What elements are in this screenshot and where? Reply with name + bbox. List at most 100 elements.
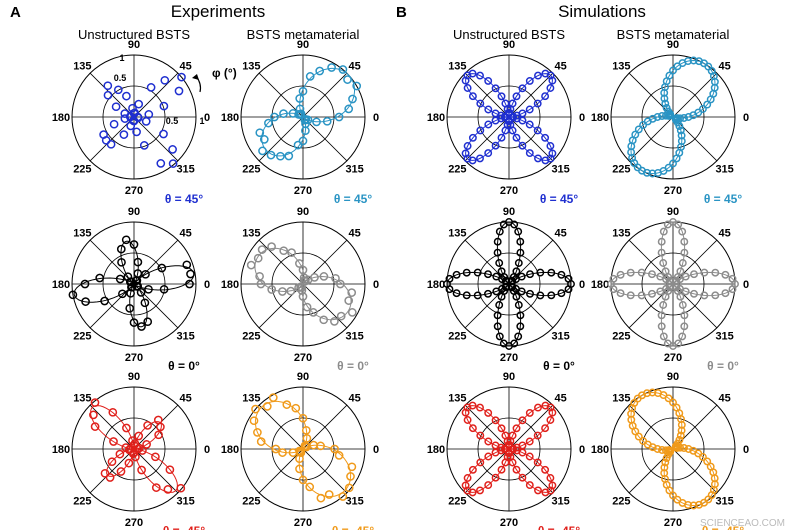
- data-point: [468, 465, 477, 474]
- data-point: [484, 452, 493, 461]
- data-point: [120, 114, 130, 123]
- data-point: [305, 72, 315, 81]
- data-point: [452, 270, 461, 279]
- data-point: [298, 265, 308, 275]
- data-point: [159, 129, 168, 139]
- data-point: [548, 149, 557, 158]
- angular-label-315: 315: [176, 331, 194, 343]
- data-point: [143, 421, 152, 430]
- data-point: [648, 388, 657, 397]
- data-point: [484, 408, 493, 417]
- angular-label-0: 0: [579, 279, 585, 291]
- angular-label-45: 45: [348, 227, 360, 239]
- data-point: [493, 237, 502, 246]
- polar-plot-a-row3-unstructured: 90 45 0 315 270 225 180 135 θ = -45°: [52, 371, 210, 530]
- angular-label-90: 90: [503, 39, 515, 51]
- data-point: [509, 445, 518, 454]
- data-point: [491, 116, 500, 125]
- angular-label-270: 270: [664, 517, 682, 529]
- fit-curve: [254, 400, 352, 498]
- angular-label-315: 315: [176, 164, 194, 176]
- data-point: [690, 270, 698, 279]
- data-point: [493, 311, 502, 320]
- data-point: [315, 66, 325, 76]
- data-point: [256, 437, 266, 446]
- data-point: [546, 474, 555, 482]
- data-point: [138, 446, 147, 455]
- data-point: [256, 279, 266, 289]
- data-point: [284, 151, 294, 161]
- data-point: [168, 159, 178, 168]
- data-point: [476, 99, 485, 108]
- data-point: [680, 322, 689, 331]
- data-point: [461, 408, 470, 417]
- angular-label-180: 180: [52, 444, 70, 456]
- data-point: [127, 282, 137, 292]
- data-point: [344, 296, 354, 305]
- angular-label-0: 0: [373, 112, 379, 124]
- data-point: [493, 322, 502, 331]
- data-point: [689, 446, 698, 455]
- angular-label-0: 0: [204, 279, 210, 291]
- angular-label-135: 135: [448, 60, 466, 72]
- angular-label-135: 135: [73, 60, 91, 72]
- data-point: [264, 118, 273, 128]
- data-point: [711, 268, 720, 277]
- angular-label-270: 270: [294, 185, 312, 197]
- data-point: [156, 159, 166, 168]
- data-point: [294, 110, 303, 119]
- data-point: [128, 103, 137, 113]
- data-point: [484, 270, 492, 279]
- data-point: [107, 457, 117, 467]
- data-point: [117, 257, 126, 267]
- data-point: [80, 279, 90, 289]
- data-point: [153, 415, 163, 425]
- data-point: [526, 289, 534, 298]
- data-point: [665, 486, 674, 495]
- data-point: [461, 76, 470, 85]
- data-point: [134, 431, 144, 441]
- data-point: [639, 121, 648, 129]
- data-point: [497, 424, 506, 433]
- angular-label-90: 90: [503, 206, 515, 218]
- data-point: [533, 126, 542, 135]
- data-point: [660, 94, 669, 103]
- data-point: [119, 130, 129, 139]
- angular-label-270: 270: [294, 352, 312, 364]
- data-point: [643, 168, 651, 177]
- angular-label-90: 90: [503, 371, 515, 383]
- data-point: [298, 292, 308, 301]
- data-point: [525, 76, 534, 85]
- data-point: [728, 274, 737, 283]
- data-point: [673, 62, 682, 71]
- data-point: [510, 339, 519, 348]
- angular-label-180: 180: [221, 112, 239, 124]
- data-point: [512, 92, 521, 101]
- data-point: [157, 263, 167, 273]
- data-point: [484, 76, 493, 85]
- data-point: [663, 220, 672, 229]
- radial-tick-0.5-left: 0.5: [114, 73, 127, 83]
- angular-label-90: 90: [297, 39, 309, 51]
- data-point: [648, 270, 656, 279]
- angular-label-135: 135: [73, 227, 91, 239]
- data-point: [137, 322, 146, 331]
- data-point: [626, 268, 635, 277]
- data-point: [484, 149, 493, 158]
- data-point: [512, 465, 521, 474]
- data-point: [468, 488, 477, 497]
- data-point: [648, 443, 657, 452]
- data-point: [276, 151, 285, 161]
- data-point: [267, 242, 276, 251]
- data-point: [139, 141, 149, 150]
- data-point: [534, 154, 542, 163]
- data-point: [347, 288, 357, 297]
- data-point: [463, 84, 472, 92]
- data-point: [675, 435, 684, 444]
- data-point: [512, 114, 521, 123]
- data-point: [335, 279, 345, 289]
- data-point: [525, 408, 534, 417]
- angular-label-225: 225: [242, 496, 260, 508]
- data-point: [634, 432, 643, 441]
- data-point: [681, 287, 690, 296]
